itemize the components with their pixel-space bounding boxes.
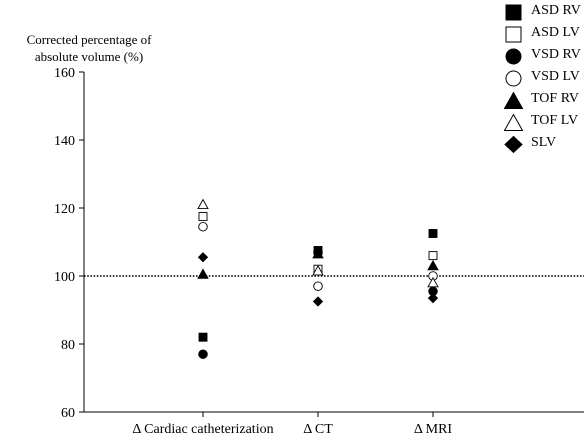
data-point-asd-rv xyxy=(428,229,438,238)
legend-diamond-shape xyxy=(504,136,523,154)
legend-square-shape xyxy=(505,26,522,43)
y-tick-label: 80 xyxy=(61,338,75,353)
legend-label: ASD LV xyxy=(531,25,580,40)
legend-item-tof-rv: TOF RV xyxy=(504,90,588,112)
legend-marker-vsd-lv xyxy=(505,70,522,87)
legend-item-slv: SLV xyxy=(504,134,588,156)
data-point-tof-lv xyxy=(427,276,439,288)
data-point-tof-rv xyxy=(427,259,439,271)
data-point-vsd-lv xyxy=(198,221,208,232)
data-point-slv xyxy=(312,296,324,307)
legend-label: TOF RV xyxy=(531,91,580,106)
x-tick-label: Δ MRI xyxy=(414,422,453,436)
y-tick-label: 140 xyxy=(54,134,75,149)
legend-label: SLV xyxy=(531,135,557,150)
legend-circle-shape xyxy=(505,70,522,87)
legend-marker-slv xyxy=(504,136,523,154)
x-tick-label: Δ CT xyxy=(303,422,333,436)
legend-item-vsd-rv: VSD RV xyxy=(504,46,588,68)
legend-item-tof-lv: TOF LV xyxy=(504,112,588,134)
data-point-tof-rv xyxy=(197,268,209,279)
legend-triangle-shape xyxy=(504,92,524,109)
legend-label: VSD LV xyxy=(531,69,580,84)
y-axis-title-line-1: Corrected percentage of xyxy=(26,32,152,47)
legend-circle-shape xyxy=(505,48,522,65)
data-point-vsd-rv xyxy=(198,349,208,359)
data-point-asd-lv xyxy=(198,212,208,221)
data-point-asd-rv xyxy=(198,332,208,342)
data-point-slv xyxy=(197,252,209,263)
legend-marker-tof-rv xyxy=(504,92,524,109)
y-axis-title-line-2: absolute volume (%) xyxy=(34,49,144,64)
data-point-asd-lv xyxy=(428,251,438,261)
legend-marker-tof-lv xyxy=(504,114,524,131)
y-tick-label: 120 xyxy=(54,202,75,217)
legend-marker-asd-lv xyxy=(505,26,522,43)
legend-square-shape xyxy=(505,4,522,21)
y-tick-label: 100 xyxy=(54,270,75,285)
data-point-vsd-lv xyxy=(313,281,323,291)
data-point-tof-rv xyxy=(312,247,324,259)
y-tick-label: 160 xyxy=(54,66,75,81)
legend-item-asd-lv: ASD LV xyxy=(504,24,588,46)
data-point-tof-lv xyxy=(197,198,209,210)
legend-label: TOF LV xyxy=(531,113,579,128)
legend-label: ASD RV xyxy=(531,3,581,18)
legend-item-vsd-lv: VSD LV xyxy=(504,68,588,90)
x-tick-label: Δ Cardiac catheterization xyxy=(132,422,273,436)
y-axis-title: Corrected percentage of absolute volume … xyxy=(4,31,174,65)
data-point-tof-lv xyxy=(312,264,324,276)
data-point-slv xyxy=(427,292,439,304)
y-tick-label: 60 xyxy=(61,406,75,421)
legend-marker-asd-rv xyxy=(505,4,522,21)
legend-label: VSD RV xyxy=(531,47,581,62)
legend-triangle-shape xyxy=(504,114,524,131)
legend-marker-vsd-rv xyxy=(505,48,522,65)
legend-item-asd-rv: ASD RV xyxy=(504,2,588,24)
